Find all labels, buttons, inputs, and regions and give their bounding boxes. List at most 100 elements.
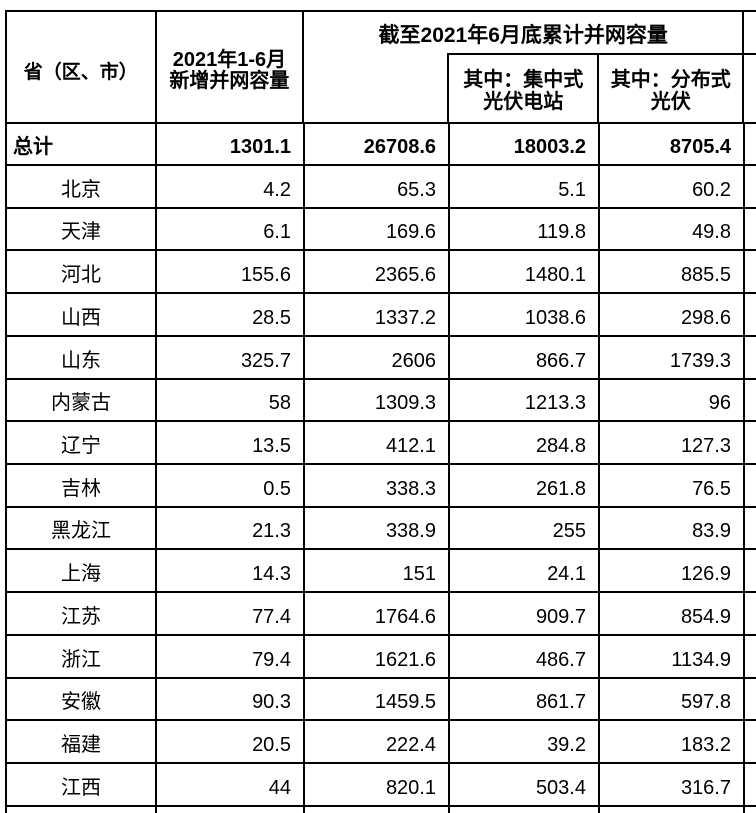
table-bottom-sliver: [7, 806, 756, 813]
table-row: 内蒙古 58 1309.3 1213.3 96: [7, 379, 756, 423]
cell-province-name: 吉林: [7, 465, 157, 508]
cell-new-capacity: 21.3: [157, 507, 305, 551]
row-edge-sliver: [745, 679, 756, 722]
cell-centralized: 486.7: [450, 635, 600, 679]
table-row: 上海 14.3 151 24.1 126.9: [7, 550, 756, 594]
row-edge-sliver: [745, 593, 756, 636]
sliver-cell: [600, 806, 745, 813]
cell-cumulative: 2365.6: [305, 251, 450, 295]
table-row: 北京 4.2 65.3 5.1 60.2: [7, 166, 756, 209]
cell-centralized: 255: [450, 507, 600, 551]
cell-centralized: 39.2: [450, 721, 600, 765]
row-edge-sliver: [745, 721, 756, 765]
cell-distributed: 126.9: [600, 550, 745, 594]
header-sub-band: 其中：集中式 光伏电站 其中：分布式 光伏: [304, 53, 756, 124]
cell-province-name: 江苏: [7, 593, 157, 636]
table-row-total: 总计 1301.1 26708.6 18003.2 8705.4: [7, 124, 756, 166]
cell-centralized: 866.7: [450, 336, 600, 380]
cell-distributed: 76.5: [600, 465, 745, 508]
cell-province-name: 安徽: [7, 678, 157, 722]
cell-centralized: 284.8: [450, 422, 600, 466]
cell-new-capacity: 325.7: [157, 336, 305, 380]
cell-total-new-capacity: 1301.1: [157, 124, 305, 166]
row-edge-sliver: [745, 465, 756, 508]
row-edge-sliver: [745, 508, 756, 551]
table-row: 辽宁 13.5 412.1 284.8 127.3: [7, 422, 756, 466]
row-edge-sliver: [745, 636, 756, 679]
cell-new-capacity: 44: [157, 764, 305, 807]
cell-new-capacity: 20.5: [157, 721, 305, 765]
cell-new-capacity: 90.3: [157, 678, 305, 722]
header-cumulative-band: 截至2021年6月底累计并网容量: [304, 12, 756, 53]
cell-centralized: 1480.1: [450, 251, 600, 295]
cell-cumulative: 820.1: [305, 764, 450, 807]
cell-cumulative: 1309.3: [305, 379, 450, 423]
cell-province-name: 浙江: [7, 635, 157, 679]
cell-new-capacity: 14.3: [157, 550, 305, 594]
header-new-capacity-line1: 2021年1-6月: [172, 49, 287, 71]
cell-centralized: 861.7: [450, 678, 600, 722]
header-cumulative-group: 截至2021年6月底累计并网容量 其中：集中式 光伏电站 其中：分布式 光伏: [304, 12, 756, 124]
cell-province-name: 内蒙古: [7, 379, 157, 423]
cell-new-capacity: 77.4: [157, 593, 305, 636]
cell-distributed: 298.6: [600, 294, 745, 337]
header-centralized-line1: 其中：集中式: [463, 68, 584, 91]
cell-centralized: 119.8: [450, 208, 600, 252]
table-row: 福建 20.5 222.4 39.2 183.2: [7, 721, 756, 765]
cell-cumulative: 222.4: [305, 721, 450, 765]
sliver-cell: [7, 806, 157, 813]
cell-new-capacity: 58: [157, 379, 305, 423]
cell-province-name: 福建: [7, 721, 157, 765]
header-province: 省（区、市）: [7, 12, 157, 124]
row-edge-sliver: [745, 294, 756, 337]
cell-centralized: 503.4: [450, 764, 600, 807]
cell-centralized: 1038.6: [450, 294, 600, 337]
cell-new-capacity: 6.1: [157, 208, 305, 252]
header-centralized: 其中：集中式 光伏电站: [449, 53, 600, 124]
cell-distributed: 83.9: [600, 507, 745, 551]
row-edge-sliver: [745, 764, 756, 807]
cell-cumulative: 1764.6: [305, 593, 450, 636]
cell-new-capacity: 0.5: [157, 465, 305, 508]
cell-cumulative: 151: [305, 550, 450, 594]
header-cumulative-total-blank: [304, 53, 450, 124]
cell-cumulative: 338.3: [305, 465, 450, 508]
cell-centralized: 5.1: [450, 166, 600, 209]
row-edge-sliver: [745, 251, 756, 295]
cell-province-name: 河北: [7, 251, 157, 295]
cell-cumulative: 1459.5: [305, 678, 450, 722]
row-edge-sliver: [745, 166, 756, 209]
table-body: 北京 4.2 65.3 5.1 60.2 天津 6.1 169.6 119.8 …: [7, 166, 756, 807]
cell-distributed: 885.5: [600, 251, 745, 295]
pv-capacity-table: 省（区、市） 2021年1-6月 新增并网容量 截至2021年6月底累计并网容量…: [5, 10, 756, 813]
cell-distributed: 1134.9: [600, 635, 745, 679]
cell-cumulative: 338.9: [305, 507, 450, 551]
cell-cumulative: 1621.6: [305, 635, 450, 679]
cell-province-name: 江西: [7, 764, 157, 807]
table-row: 河北 155.6 2365.6 1480.1 885.5: [7, 251, 756, 295]
cell-province-name: 山东: [7, 336, 157, 380]
cell-total-centralized: 18003.2: [450, 124, 600, 166]
cell-cumulative: 169.6: [305, 208, 450, 252]
row-edge-sliver: [745, 209, 756, 252]
table-row: 山东 325.7 2606 866.7 1739.3: [7, 336, 756, 380]
cell-cumulative: 2606: [305, 336, 450, 380]
header-new-capacity-line2: 新增并网容量: [169, 70, 290, 92]
row-edge-sliver: [745, 337, 756, 380]
cell-distributed: 183.2: [600, 721, 745, 765]
cell-province-name: 山西: [7, 294, 157, 337]
cell-province-name: 上海: [7, 550, 157, 594]
table-row: 吉林 0.5 338.3 261.8 76.5: [7, 465, 756, 508]
cell-centralized: 909.7: [450, 593, 600, 636]
cell-distributed: 60.2: [600, 166, 745, 209]
cell-distributed: 127.3: [600, 422, 745, 466]
table-row: 安徽 90.3 1459.5 861.7 597.8: [7, 678, 756, 722]
table-row: 黑龙江 21.3 338.9 255 83.9: [7, 507, 756, 551]
row-edge-sliver: [745, 422, 756, 466]
table-row: 浙江 79.4 1621.6 486.7 1134.9: [7, 635, 756, 679]
header-distributed-line1: 其中：分布式: [610, 68, 731, 91]
cell-cumulative: 412.1: [305, 422, 450, 466]
cell-total-cumulative: 26708.6: [305, 124, 450, 166]
header-edge-sliver: [744, 12, 756, 53]
